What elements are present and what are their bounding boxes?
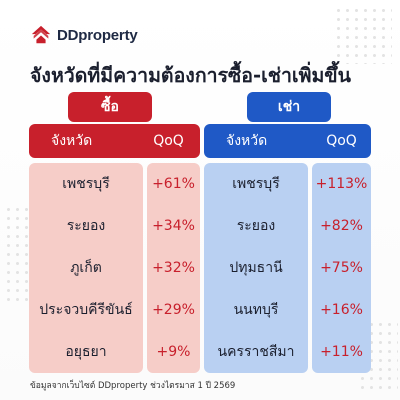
- rent-province-cell: ระยอง: [236, 218, 276, 234]
- rent-table-header: จังหวัด QoQ: [204, 124, 371, 158]
- table-row: ประจวบคีรีขันธ์ +29% นนทบุรี +16%: [0, 289, 400, 331]
- rent-province-header: จังหวัด: [226, 133, 268, 149]
- rent-province-cell: เพชรบุรี: [232, 176, 280, 192]
- rent-qoq-cell: +82%: [320, 218, 363, 234]
- rent-province-cell: ปทุมธานี: [229, 260, 283, 276]
- rent-province-cell: นนทบุรี: [233, 302, 279, 318]
- buy-province-cell: เพชรบุรี: [62, 176, 110, 192]
- buy-qoq-cell: +61%: [152, 176, 195, 192]
- buy-qoq-cell: +34%: [152, 218, 195, 234]
- headline: จังหวัดที่มีความต้องการซื้อ-เช่าเพิ่มขึ้…: [30, 64, 351, 87]
- rent-qoq-header: QoQ: [326, 133, 357, 149]
- brand-logo-icon: [31, 25, 51, 44]
- source-footnote: ข้อมูลจากเว็บไซต์ DDproperty ช่วงไตรมาส …: [30, 381, 236, 391]
- table-row: ภูเก็ต +32% ปทุมธานี +75%: [0, 247, 400, 289]
- buy-province-header: จังหวัด: [51, 133, 93, 149]
- buy-qoq-cell: +32%: [152, 260, 195, 276]
- buy-qoq-column: [147, 163, 200, 373]
- table-row: ระยอง +34% ระยอง +82%: [0, 205, 400, 247]
- buy-province-cell: ประจวบคีรีขันธ์: [39, 302, 133, 318]
- rent-province-cell: นครราชสีมา: [217, 344, 295, 360]
- rent-qoq-cell: +16%: [320, 302, 363, 318]
- rent-qoq-cell: +75%: [320, 260, 363, 276]
- decorative-dots: [334, 6, 392, 64]
- buy-province-cell: ระยอง: [66, 218, 106, 234]
- table-row: อยุธยา +9% นครราชสีมา +11%: [0, 331, 400, 373]
- buy-qoq-cell: +9%: [156, 344, 191, 360]
- buy-province-cell: อยุธยา: [65, 344, 107, 360]
- brand-logo: DDproperty: [30, 24, 138, 46]
- rent-province-column: [204, 163, 308, 373]
- table-rows: เพชรบุรี +61% เพชรบุรี +113% ระยอง +34% …: [0, 163, 400, 373]
- table-row: เพชรบุรี +61% เพชรบุรี +113%: [0, 163, 400, 205]
- brand-name: DDproperty: [57, 26, 138, 44]
- rent-qoq-cell: +11%: [320, 344, 363, 360]
- rent-label: เช่า: [247, 92, 331, 122]
- buy-qoq-cell: +29%: [152, 302, 195, 318]
- rent-qoq-column: [312, 163, 371, 373]
- buy-province-cell: ภูเก็ต: [70, 260, 102, 276]
- buy-qoq-header: QoQ: [153, 133, 184, 149]
- buy-table-header: จังหวัด QoQ: [29, 124, 200, 158]
- buy-province-column: [29, 163, 143, 373]
- rent-qoq-cell: +113%: [315, 176, 368, 192]
- buy-label: ซื้อ: [68, 92, 152, 122]
